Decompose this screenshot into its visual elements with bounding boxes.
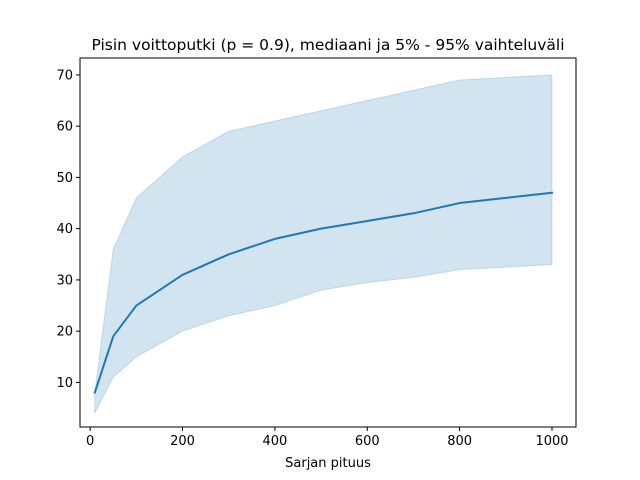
plot-area: [93, 74, 554, 414]
x-axis-label: Sarjan pituus: [285, 456, 371, 471]
x-tick-label: 200: [170, 434, 195, 449]
median-line: [93, 191, 554, 394]
x-tick-label: 1000: [535, 434, 568, 449]
y-tick-label: 70: [56, 68, 73, 83]
x-tick-label: 600: [355, 434, 380, 449]
x-tick-label: 800: [447, 434, 472, 449]
y-tick-label: 50: [56, 171, 73, 186]
x-tick-label: 400: [262, 434, 287, 449]
y-tick-label: 20: [56, 325, 73, 340]
axes: 0 200 400 600 800 1000 10 20 30 40 50 60 70: [56, 57, 577, 449]
x-tick-label: 0: [86, 434, 94, 449]
chart-title: Pisin voittoputki (p = 0.9), mediaani ja…: [91, 36, 564, 54]
y-tick-label: 60: [56, 120, 73, 135]
y-tick-label: 30: [56, 273, 73, 288]
confidence-band: [94, 74, 553, 414]
y-tick-label: 10: [56, 376, 73, 391]
plot-frame: [79, 57, 577, 428]
y-tick-label: 40: [56, 222, 73, 237]
